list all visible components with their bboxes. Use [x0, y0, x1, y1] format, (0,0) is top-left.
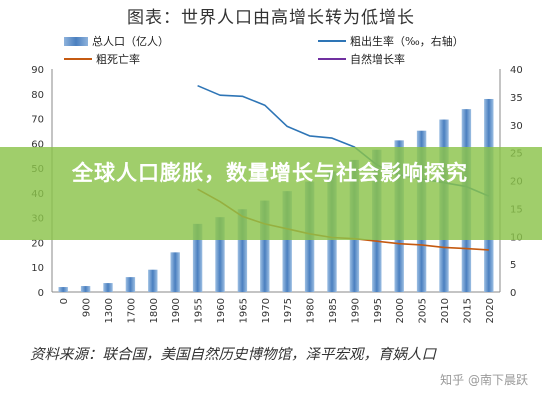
left-axis-tick-label: 90 [31, 65, 44, 76]
left-axis-tick-label: 0 [38, 288, 44, 299]
right-axis-tick-label: 5 [510, 260, 516, 271]
x-axis-tick-label: 1800 [149, 298, 160, 323]
population-bar [282, 191, 292, 292]
legend-natural-label: 自然增长率 [350, 53, 405, 66]
x-axis-tick-label: 1980 [306, 298, 317, 323]
x-axis-tick-label: 1700 [126, 298, 137, 323]
population-bar [80, 286, 91, 292]
left-axis-tick-label: 60 [31, 139, 44, 150]
x-axis-tick-label: 1985 [328, 298, 339, 323]
x-axis-tick-label: 2015 [462, 298, 473, 323]
x-axis-tick-label: 1995 [373, 298, 384, 323]
right-axis-tick-label: 40 [510, 65, 523, 76]
headline-text: 全球人口膨胀，数量增长与社会影响探究 [72, 161, 468, 185]
x-axis-tick-label: 2000 [395, 298, 406, 323]
x-axis-tick-label: 2010 [440, 298, 451, 323]
population-bar [148, 269, 158, 292]
x-axis-tick-label: 1960 [216, 298, 227, 323]
right-axis-tick-label: 30 [510, 121, 523, 132]
population-bar [125, 277, 136, 292]
x-axis-tick-label: 1955 [194, 298, 205, 323]
x-axis-tick-label: 900 [82, 298, 93, 317]
population-bar [215, 217, 225, 292]
x-axis-tick-label: 1975 [283, 298, 294, 323]
legend-birth-label: 粗出生率（‰，右轴） [350, 35, 464, 48]
population-bar [260, 200, 270, 292]
left-axis-tick-label: 80 [31, 90, 44, 101]
x-axis-tick-label: 1990 [350, 298, 361, 323]
x-axis-tick-label: 1965 [238, 298, 249, 323]
x-axis-tick-label: 0 [59, 298, 70, 304]
legend-birth: 粗出生率（‰，右轴） [318, 33, 464, 49]
population-bar [192, 223, 203, 292]
headline-banner: 全球人口膨胀，数量增长与社会影响探究 [0, 147, 542, 240]
legend-natural-swatch [318, 58, 346, 60]
legend-death-swatch [64, 58, 92, 60]
legend-birth-swatch [318, 40, 346, 42]
legend-death: 粗死亡率 [64, 51, 140, 67]
right-axis-tick-label: 0 [510, 288, 516, 299]
x-axis-tick-label: 1900 [171, 298, 182, 323]
right-axis-tick-label: 35 [510, 93, 523, 104]
population-bar [237, 209, 248, 292]
legend-bar-swatch [64, 36, 88, 46]
x-axis-tick-label: 2020 [485, 298, 496, 323]
legend-natural: 自然增长率 [318, 51, 405, 67]
left-axis-tick-label: 10 [31, 263, 44, 274]
watermark: 知乎 @南下晨跃 [440, 373, 528, 387]
x-axis-tick-label: 2005 [418, 298, 429, 323]
chart-title: 图表：世界人口由高增长转为低增长 [127, 8, 415, 28]
legend-population: 总人口（亿人） [64, 33, 169, 49]
left-axis-tick-label: 70 [31, 115, 44, 126]
left-axis-tick-label: 20 [31, 238, 44, 249]
legend-death-label: 粗死亡率 [96, 53, 140, 66]
x-axis-tick-label: 1300 [104, 298, 115, 323]
x-axis-tick-label: 1970 [261, 298, 272, 323]
population-bar [58, 287, 68, 292]
population-bar [103, 283, 113, 292]
legend-population-label: 总人口（亿人） [92, 35, 169, 48]
population-bar [170, 252, 180, 292]
source-note: 资料来源：联合国，美国自然历史博物馆，泽平宏观，育娲人口 [30, 347, 436, 363]
